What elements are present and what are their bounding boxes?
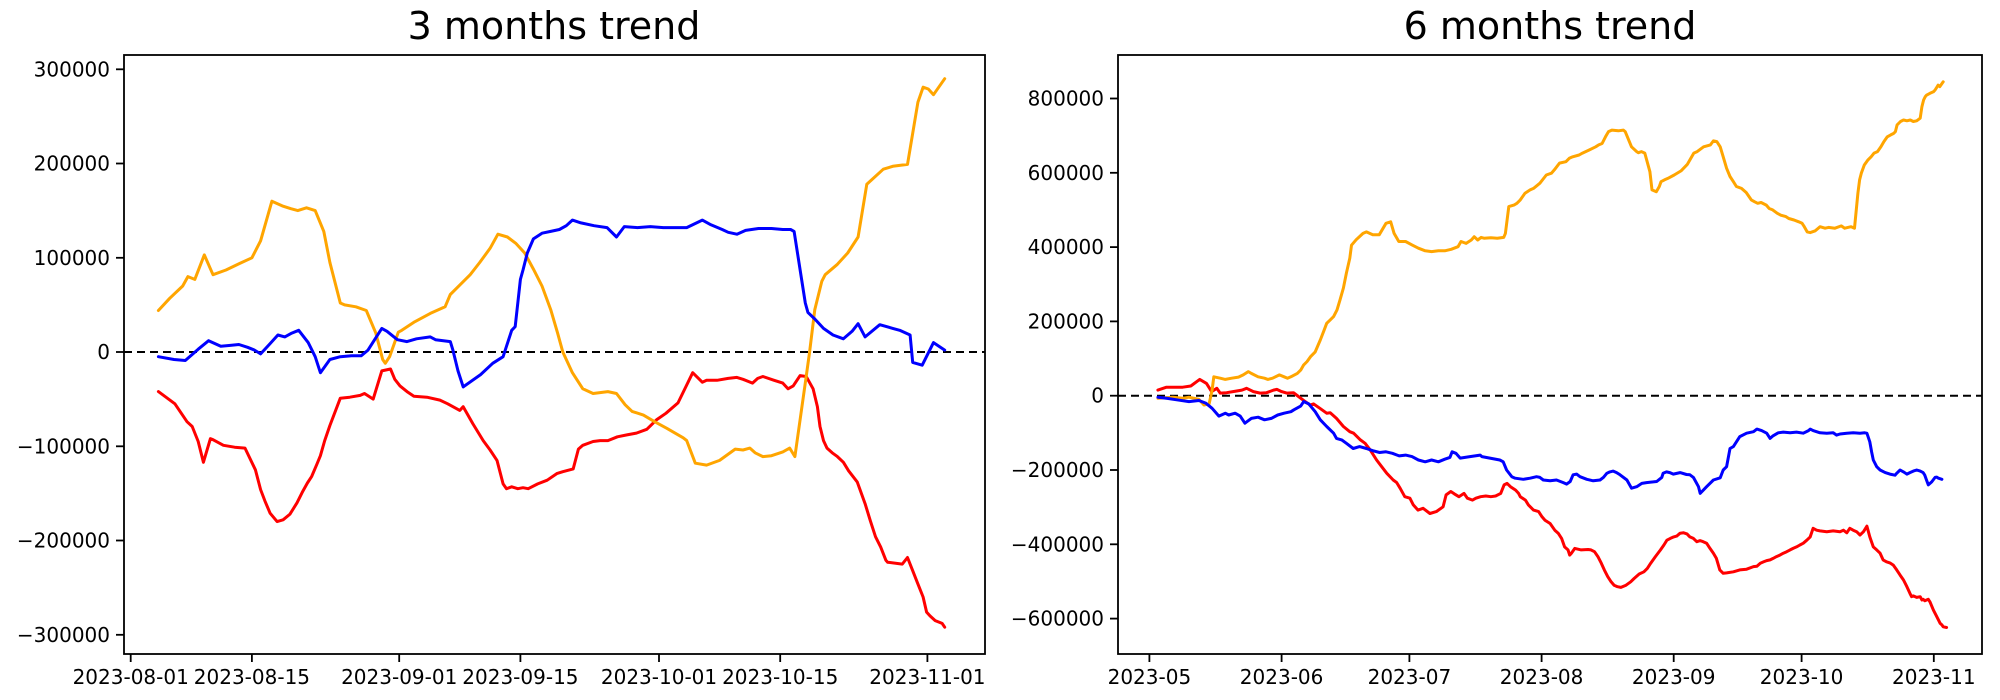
- x-tick-label: 2023-11: [1892, 665, 1976, 689]
- red-series: [156, 367, 947, 629]
- x-tick-label: 2023-09-15: [462, 665, 578, 689]
- six-months-trend-title: 6 months trend: [1403, 4, 1697, 48]
- x-tick-label: 2023-09-01: [341, 665, 457, 689]
- y-tick-label: 400000: [1028, 235, 1104, 259]
- x-tick-label: 2023-10: [1760, 665, 1844, 689]
- x-tick-label: 2023-09: [1632, 665, 1716, 689]
- y-tick-label: 0: [1091, 384, 1104, 408]
- y-tick-label: −200000: [1011, 458, 1104, 482]
- orange-series: [156, 77, 947, 467]
- red-series: [1156, 377, 1949, 629]
- y-tick-label: 100000: [34, 246, 110, 270]
- x-tick-label: 2023-07: [1368, 665, 1452, 689]
- x-tick-label: 2023-10-01: [601, 665, 717, 689]
- x-tick-label: 2023-06: [1240, 665, 1324, 689]
- x-tick-label: 2023-08-01: [73, 665, 189, 689]
- orange-series: [1156, 80, 1945, 407]
- y-tick-label: −600000: [1011, 607, 1104, 631]
- y-tick-label: 0: [97, 340, 110, 364]
- y-tick-label: 200000: [34, 152, 110, 176]
- y-tick-label: −300000: [17, 623, 110, 647]
- y-tick-label: 200000: [1028, 309, 1104, 333]
- x-tick-label: 2023-08-15: [194, 665, 310, 689]
- y-tick-label: −100000: [17, 434, 110, 458]
- y-tick-label: −400000: [1011, 532, 1104, 556]
- y-tick-label: 600000: [1028, 161, 1104, 185]
- blue-series: [156, 218, 947, 389]
- plot-border: [1117, 54, 1983, 655]
- y-tick-label: −200000: [17, 529, 110, 553]
- y-tick-label: 300000: [34, 57, 110, 81]
- three-months-trend-title: 3 months trend: [407, 4, 701, 48]
- x-tick-label: 2023-11-01: [869, 665, 985, 689]
- y-tick-label: 800000: [1028, 87, 1104, 111]
- plot-border: [123, 54, 986, 655]
- x-tick-label: 2023-08: [1500, 665, 1584, 689]
- blue-series: [1156, 395, 1944, 495]
- x-tick-label: 2023-10-15: [722, 665, 838, 689]
- x-tick-label: 2023-05: [1108, 665, 1192, 689]
